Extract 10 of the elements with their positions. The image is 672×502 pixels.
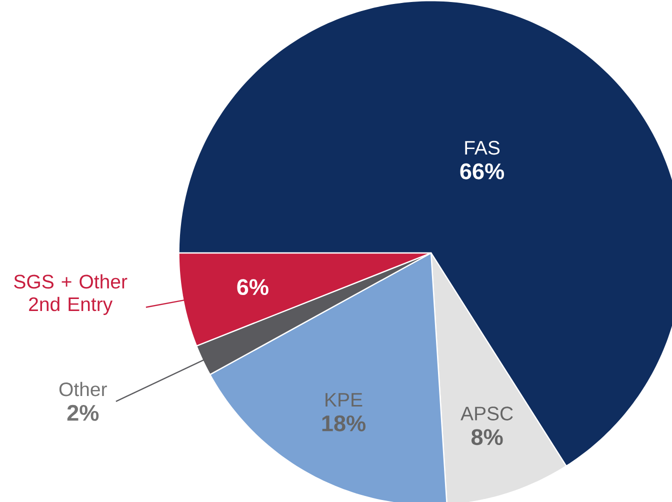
data-label: 8% [471, 428, 503, 445]
slice-label: SGS + Other 2nd Entry [14, 274, 128, 315]
slice-label: Other [59, 382, 107, 396]
slice-label: APSC [460, 406, 513, 420]
slice-label: KPE [326, 392, 362, 406]
data-label: 6% [237, 278, 268, 295]
data-label: 18% [322, 415, 366, 432]
slice-label: FAS [465, 140, 500, 155]
data-label: 2% [67, 404, 99, 421]
data-label: 66% [460, 163, 504, 180]
